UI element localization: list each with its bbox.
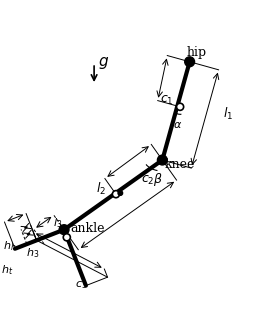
Text: $\alpha$: $\alpha$ bbox=[173, 120, 182, 130]
Text: $h_h$: $h_h$ bbox=[3, 239, 17, 253]
Circle shape bbox=[157, 155, 167, 165]
Text: $l_3$: $l_3$ bbox=[53, 216, 62, 230]
Circle shape bbox=[112, 191, 119, 198]
Text: hip: hip bbox=[186, 46, 207, 59]
Text: $c_3$: $c_3$ bbox=[75, 279, 88, 291]
Text: $l_2$: $l_2$ bbox=[96, 181, 106, 197]
Text: $c_1$: $c_1$ bbox=[160, 93, 173, 107]
Circle shape bbox=[176, 103, 184, 110]
Text: $g$: $g$ bbox=[98, 55, 109, 71]
Text: $\beta$: $\beta$ bbox=[153, 171, 163, 188]
Text: ankle: ankle bbox=[70, 222, 104, 235]
Text: $l_1$: $l_1$ bbox=[223, 106, 233, 122]
Circle shape bbox=[118, 191, 123, 195]
Text: $h_3$: $h_3$ bbox=[26, 247, 39, 260]
Circle shape bbox=[63, 234, 70, 241]
Circle shape bbox=[185, 57, 194, 67]
Text: knee: knee bbox=[165, 158, 195, 171]
Circle shape bbox=[59, 225, 69, 235]
Text: $c_2$: $c_2$ bbox=[141, 174, 154, 187]
Text: $h_t$: $h_t$ bbox=[1, 263, 13, 277]
